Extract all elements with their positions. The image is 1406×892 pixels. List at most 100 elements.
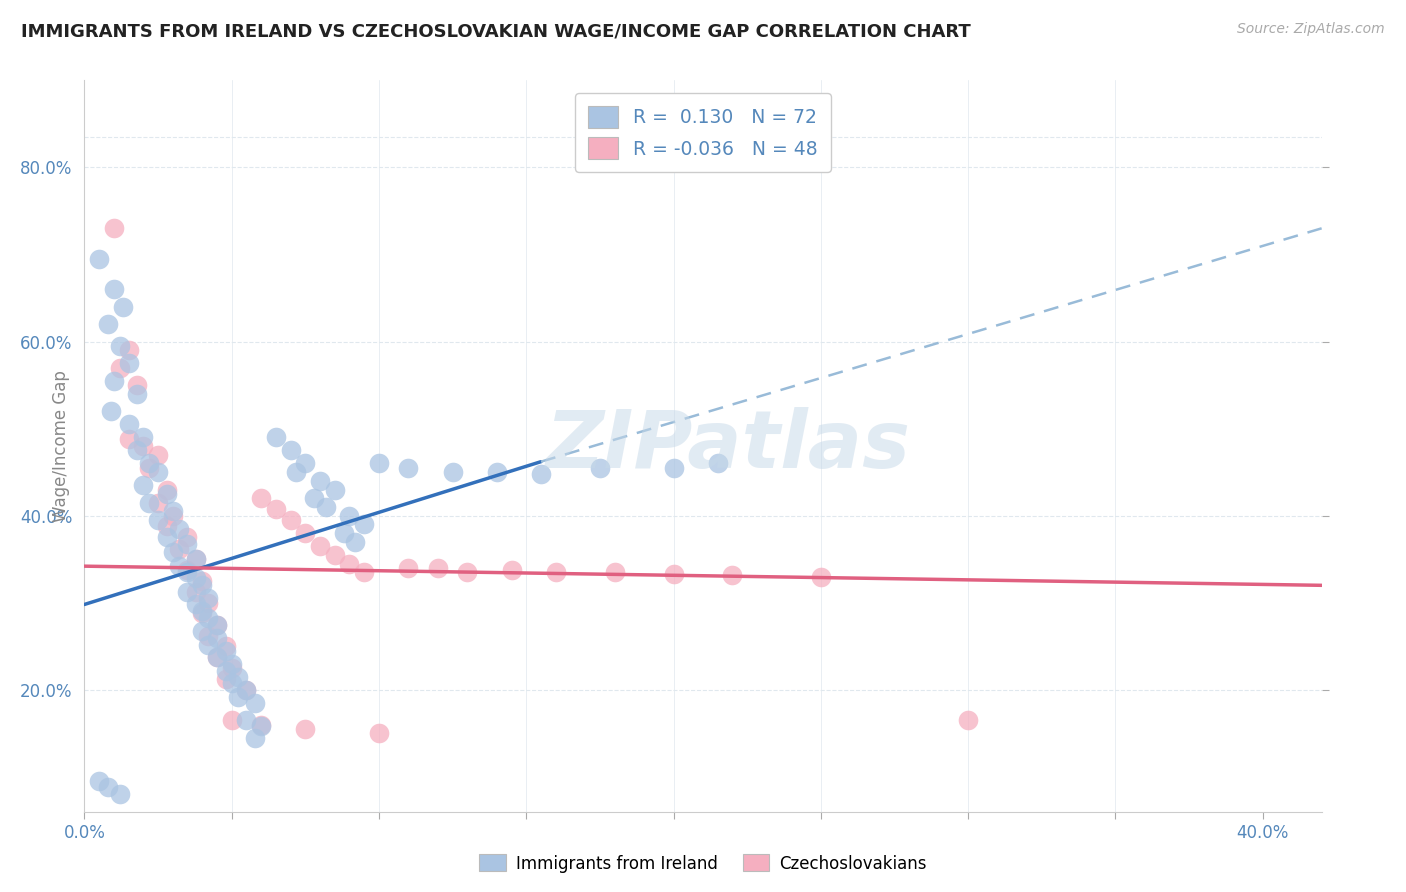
Text: IMMIGRANTS FROM IRELAND VS CZECHOSLOVAKIAN WAGE/INCOME GAP CORRELATION CHART: IMMIGRANTS FROM IRELAND VS CZECHOSLOVAKI…: [21, 22, 970, 40]
Point: [132, 478, 155, 492]
Point: [456, 566, 478, 580]
Point: [197, 611, 219, 625]
Point: [603, 566, 626, 580]
Point: [176, 530, 198, 544]
Point: [235, 682, 257, 697]
Point: [191, 578, 214, 592]
Point: [396, 561, 419, 575]
Point: [339, 508, 361, 523]
Point: [426, 561, 449, 575]
Point: [156, 530, 179, 544]
Point: [215, 664, 238, 678]
Point: [706, 457, 728, 471]
Legend: R =  0.130   N = 72, R = -0.036   N = 48: R = 0.130 N = 72, R = -0.036 N = 48: [575, 94, 831, 172]
Point: [197, 629, 219, 643]
Point: [215, 640, 238, 654]
Point: [103, 221, 125, 235]
Point: [332, 526, 354, 541]
Y-axis label: Wage/Income Gap: Wage/Income Gap: [52, 370, 70, 522]
Point: [146, 465, 169, 479]
Point: [103, 374, 125, 388]
Point: [485, 465, 508, 479]
Point: [146, 448, 169, 462]
Point: [167, 541, 190, 556]
Point: [132, 430, 155, 444]
Point: [245, 731, 267, 745]
Point: [235, 714, 257, 728]
Point: [368, 726, 391, 740]
Point: [285, 465, 308, 479]
Point: [138, 460, 160, 475]
Point: [127, 443, 149, 458]
Point: [108, 339, 131, 353]
Point: [294, 526, 316, 541]
Point: [530, 467, 553, 481]
Point: [396, 460, 419, 475]
Point: [117, 432, 139, 446]
Point: [280, 443, 302, 458]
Point: [186, 552, 208, 566]
Point: [721, 567, 744, 582]
Point: [221, 661, 243, 675]
Point: [103, 282, 125, 296]
Point: [309, 539, 332, 553]
Point: [162, 508, 184, 523]
Point: [108, 360, 131, 375]
Point: [176, 536, 198, 550]
Point: [186, 571, 208, 585]
Point: [215, 673, 238, 687]
Point: [132, 439, 155, 453]
Point: [221, 676, 243, 690]
Point: [167, 522, 190, 536]
Point: [146, 513, 169, 527]
Point: [294, 457, 316, 471]
Point: [544, 566, 567, 580]
Point: [108, 787, 131, 801]
Text: Source: ZipAtlas.com: Source: ZipAtlas.com: [1237, 22, 1385, 37]
Point: [156, 483, 179, 497]
Point: [501, 563, 523, 577]
Point: [315, 500, 337, 514]
Point: [205, 617, 228, 632]
Point: [264, 430, 287, 444]
Point: [127, 378, 149, 392]
Point: [205, 649, 228, 664]
Point: [245, 696, 267, 710]
Text: ZIPatlas: ZIPatlas: [546, 407, 910, 485]
Point: [250, 491, 273, 506]
Point: [589, 460, 612, 475]
Point: [117, 356, 139, 370]
Point: [87, 252, 110, 266]
Point: [162, 545, 184, 559]
Point: [215, 643, 238, 657]
Point: [176, 563, 198, 577]
Point: [662, 460, 685, 475]
Point: [87, 774, 110, 789]
Point: [810, 569, 832, 583]
Point: [186, 552, 208, 566]
Point: [186, 598, 208, 612]
Point: [353, 517, 375, 532]
Point: [162, 504, 184, 518]
Point: [294, 722, 316, 736]
Point: [138, 457, 160, 471]
Point: [197, 638, 219, 652]
Point: [235, 682, 257, 697]
Point: [197, 591, 219, 606]
Point: [156, 487, 179, 501]
Point: [191, 624, 214, 638]
Point: [280, 513, 302, 527]
Point: [221, 714, 243, 728]
Point: [138, 495, 160, 509]
Point: [117, 343, 139, 358]
Point: [186, 585, 208, 599]
Point: [323, 548, 346, 562]
Point: [197, 596, 219, 610]
Point: [191, 574, 214, 588]
Point: [344, 534, 367, 549]
Point: [117, 417, 139, 432]
Point: [100, 404, 122, 418]
Point: [368, 457, 391, 471]
Point: [205, 631, 228, 645]
Point: [111, 300, 134, 314]
